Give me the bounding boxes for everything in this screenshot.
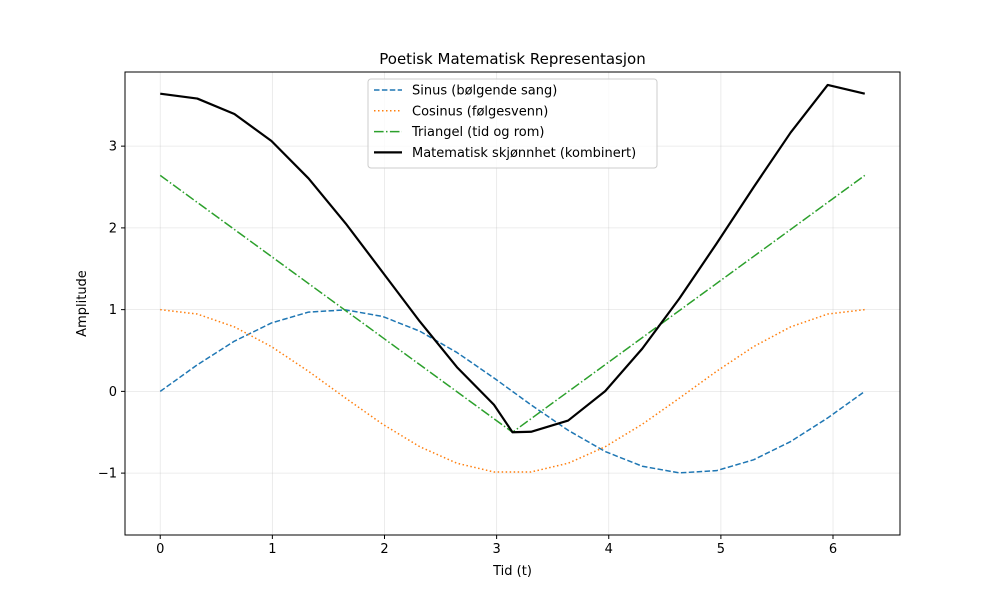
y-tick-label: 2 <box>109 221 117 236</box>
legend-label-2: Cosinus (følgesvenn) <box>412 104 548 119</box>
y-tick-label: 3 <box>109 140 117 155</box>
legend-frame <box>367 78 658 169</box>
x-tick-label: 0 <box>156 542 164 557</box>
y-tick-label: −1 <box>98 467 117 482</box>
plot-area-frame <box>124 71 901 536</box>
y-tick-label: 1 <box>109 303 117 318</box>
legend-label-4: Matematisk skjønnhet (kombinert) <box>412 146 636 161</box>
legend-label-3: Triangel (tid og rom) <box>411 125 544 140</box>
x-tick-label: 5 <box>717 542 725 557</box>
plot-lines <box>159 83 866 474</box>
y-axis-label: Amplitude <box>75 270 90 337</box>
x-axis-label: Tid (t) <box>492 564 532 579</box>
legend: Sinus (bølgende sang) Cosinus (følgesvenn… <box>367 78 658 169</box>
series-line-1 <box>159 309 866 474</box>
x-tick-label: 6 <box>829 542 837 557</box>
x-tick-label: 4 <box>605 542 613 557</box>
x-tick-label: 2 <box>380 542 388 557</box>
y-tick-label: 0 <box>109 385 117 400</box>
axis-ticks: 0 1 2 3 4 5 6 −1 0 1 2 3 <box>98 140 837 557</box>
legend-label-1: Sinus (bølgende sang) <box>412 84 557 99</box>
series-line-4 <box>160 83 866 434</box>
chart-title: Poetisk Matematisk Representasjon <box>379 50 645 68</box>
x-tick-label: 3 <box>492 542 500 557</box>
x-tick-label: 1 <box>268 542 276 557</box>
